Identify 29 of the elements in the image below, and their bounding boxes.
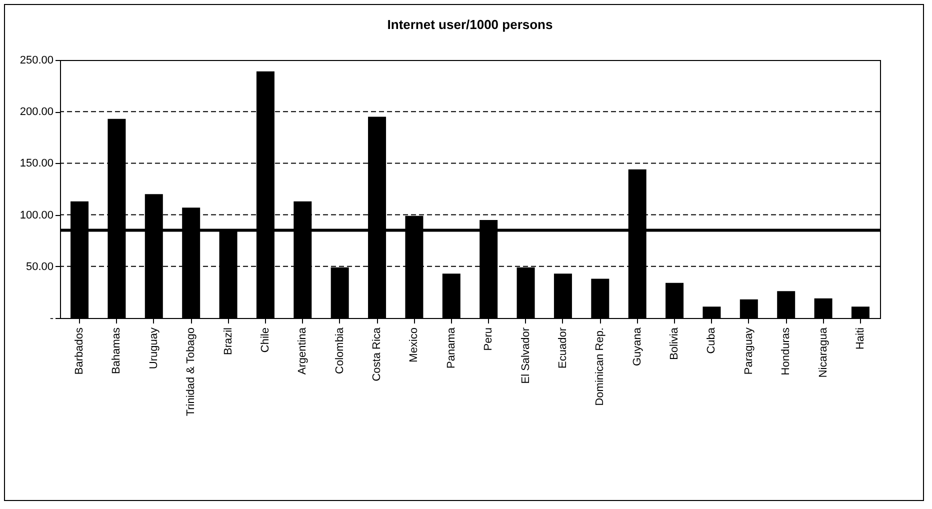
x-tick-label: Barbados	[74, 327, 86, 375]
x-tick-label: Dominican Rep.	[594, 328, 606, 406]
x-tick-label: Bahamas	[110, 327, 123, 374]
x-tick-label: Mexico	[408, 328, 420, 362]
y-tick-label: 100.00	[20, 209, 54, 222]
x-tick-label: Haiti	[854, 328, 866, 350]
x-tick-label: Uruguay	[148, 327, 160, 370]
x-tick-label: Nicaragua	[817, 326, 830, 378]
y-tick-label: 250.00	[20, 54, 54, 66]
x-tick-label: Ecuador	[556, 327, 569, 368]
x-tick-label: Honduras	[780, 327, 792, 376]
x-tick-label: Paraguay	[742, 327, 755, 375]
x-tick-label: Panama	[445, 326, 458, 368]
x-tick-label: Colombia	[334, 326, 346, 374]
y-tick-label: 150.00	[20, 158, 54, 170]
y-tick-label: -	[50, 312, 54, 324]
x-tick-label: El Salvador	[520, 327, 532, 384]
x-tick-label: Trinidad & Tobago	[185, 328, 198, 416]
x-tick-label: Cuba	[706, 326, 718, 354]
y-tick-label: 200.00	[20, 106, 54, 118]
x-tick-label: Guyana	[631, 326, 644, 366]
x-tick-label: Costa Rica	[371, 326, 384, 382]
x-tick-label: Brazil	[222, 328, 234, 356]
y-tick-label: 50.00	[26, 260, 54, 273]
x-tick-label: Bolivia	[668, 326, 681, 360]
x-tick-label: Chile	[259, 328, 272, 353]
x-tick-label: Peru	[482, 328, 495, 351]
x-tick-label: Argentina	[296, 326, 309, 375]
chart-title: Internet user/1000 persons	[387, 17, 553, 32]
